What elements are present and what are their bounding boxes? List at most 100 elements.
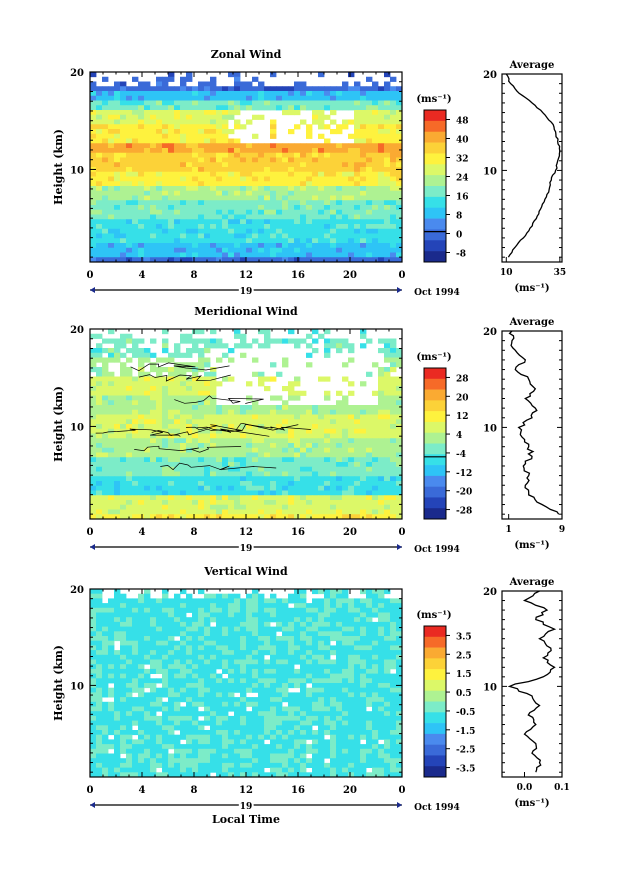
profile-x-tick-label: 1 — [506, 525, 512, 535]
chart-title: Vertical Wind — [203, 565, 288, 578]
y-tick-label: 20 — [70, 68, 84, 79]
x-tick-label: 20 — [343, 785, 357, 796]
colorbar-swatch — [424, 389, 446, 401]
profile-y-tick-label: 10 — [483, 423, 497, 434]
average-profile: Average 10 20 1 9 (ms⁻¹) — [483, 317, 565, 551]
colorbar-swatch — [424, 465, 446, 477]
colorbar-swatch — [424, 207, 446, 219]
profile-y-tick-label: 20 — [483, 587, 497, 598]
profile-unit: (ms⁻¹) — [514, 798, 549, 809]
y-tick-label: 10 — [70, 422, 84, 433]
x-tick-label: 12 — [239, 785, 253, 796]
colorbar-level: 40 — [456, 136, 469, 146]
x-tick-label: 0 — [399, 270, 406, 281]
x-tick-label: 0 — [87, 270, 94, 281]
colorbar-swatch — [424, 240, 446, 252]
x-tick-label: 20 — [343, 527, 357, 538]
profile-y-tick-label: 20 — [483, 327, 497, 338]
colorbar-level: 8 — [456, 212, 462, 222]
colorbar-level: 28 — [456, 374, 469, 384]
colorbar-swatch — [424, 368, 446, 380]
colorbar-swatch — [424, 508, 446, 520]
colorbar-level: -4 — [456, 450, 466, 460]
colorbar-level: 2.5 — [456, 651, 472, 661]
colorbar-swatch — [424, 766, 446, 778]
profile-frame — [501, 590, 563, 778]
colorbar-swatch — [424, 690, 446, 702]
colorbar-swatch — [424, 131, 446, 143]
colorbar-unit: (ms⁻¹) — [416, 94, 451, 105]
panel-1: Meridional Wind 0 4 8 12 16 20 0 10 20 Height (km)… — [52, 305, 565, 556]
profile-x-tick-label: 10 — [500, 268, 513, 278]
x-axis-label: Local Time — [212, 813, 280, 826]
chart-title: Meridional Wind — [194, 305, 298, 318]
colorbar-level: -12 — [456, 469, 472, 479]
date-day-label: 19 — [240, 544, 253, 554]
colorbar-swatch — [424, 218, 446, 230]
y-tick-label: 10 — [70, 681, 84, 692]
x-tick-label: 16 — [291, 527, 305, 538]
colorbar-swatch — [424, 186, 446, 198]
colorbar-level: 0.5 — [456, 689, 472, 699]
colorbar-swatch — [424, 733, 446, 745]
x-tick-label: 4 — [139, 270, 146, 281]
colorbar-unit: (ms⁻¹) — [416, 610, 451, 621]
colorbar-swatch — [424, 378, 446, 390]
colorbar-swatch — [424, 744, 446, 756]
profile-title: Average — [509, 577, 555, 588]
colorbar-swatch — [424, 432, 446, 444]
colorbar-swatch — [424, 475, 446, 487]
profile-frame — [501, 330, 563, 520]
colorbar-level: -2.5 — [456, 746, 475, 756]
colorbar-swatch — [424, 497, 446, 509]
colorbar-level: 3.5 — [456, 632, 472, 642]
heatmap — [90, 329, 403, 520]
colorbar-swatch — [424, 164, 446, 176]
colorbar-swatch — [424, 400, 446, 412]
heatmap — [90, 589, 403, 778]
date-label: Oct 1994 — [414, 803, 460, 813]
date-label: Oct 1994 — [414, 545, 460, 555]
colorbar-level: 24 — [456, 174, 469, 184]
y-tick-label: 20 — [70, 585, 84, 596]
panel-2: Vertical Wind 0 4 8 12 16 20 0 10 20 Height (km) 19… — [52, 565, 570, 826]
x-tick-label: 20 — [343, 270, 357, 281]
colorbar-level: -8 — [456, 250, 466, 260]
profile-line — [508, 330, 560, 515]
colorbar-swatch — [424, 679, 446, 692]
colorbar-swatch — [424, 669, 446, 681]
profile-line — [505, 73, 561, 258]
profile-y-tick-label: 10 — [483, 166, 497, 177]
profile-line — [507, 590, 557, 773]
colorbar-swatch — [424, 701, 446, 713]
x-tick-label: 12 — [239, 270, 253, 281]
y-tick-label: 10 — [70, 165, 84, 176]
colorbar-unit: (ms⁻¹) — [416, 352, 451, 363]
profile-title: Average — [509, 317, 555, 328]
x-tick-label: 0 — [87, 785, 94, 796]
colorbar-swatch — [424, 229, 446, 241]
profile-y-tick-label: 10 — [483, 682, 497, 693]
date-day-label: 19 — [240, 287, 253, 297]
colorbar: (ms⁻¹) 3.5 2.5 1.5 0.5 -0.5 -1.5 -2.5 -3.5 — [416, 610, 475, 778]
contour-line — [134, 445, 242, 453]
colorbar-swatch — [424, 110, 446, 122]
x-tick-label: 8 — [191, 270, 198, 281]
colorbar-frame — [423, 109, 447, 263]
profile-y-tick-label: 20 — [483, 70, 497, 81]
colorbar-swatch — [424, 196, 446, 209]
contour-line — [151, 428, 270, 437]
x-tick-label: 8 — [191, 785, 198, 796]
colorbar-swatch — [424, 723, 446, 735]
colorbar: (ms⁻¹) 48 40 32 24 16 8 0 -8 — [416, 94, 469, 263]
x-tick-label: 16 — [291, 785, 305, 796]
colorbar-swatch — [424, 658, 446, 670]
colorbar-level: 1.5 — [456, 670, 472, 680]
average-profile: Average 10 20 10 35 (ms⁻¹) — [483, 60, 566, 294]
x-tick-label: 0 — [399, 785, 406, 796]
y-axis-label: Height (km) — [52, 129, 65, 205]
colorbar-swatch — [424, 454, 446, 466]
date-label: Oct 1994 — [414, 288, 460, 298]
colorbar-level: -28 — [456, 507, 472, 517]
